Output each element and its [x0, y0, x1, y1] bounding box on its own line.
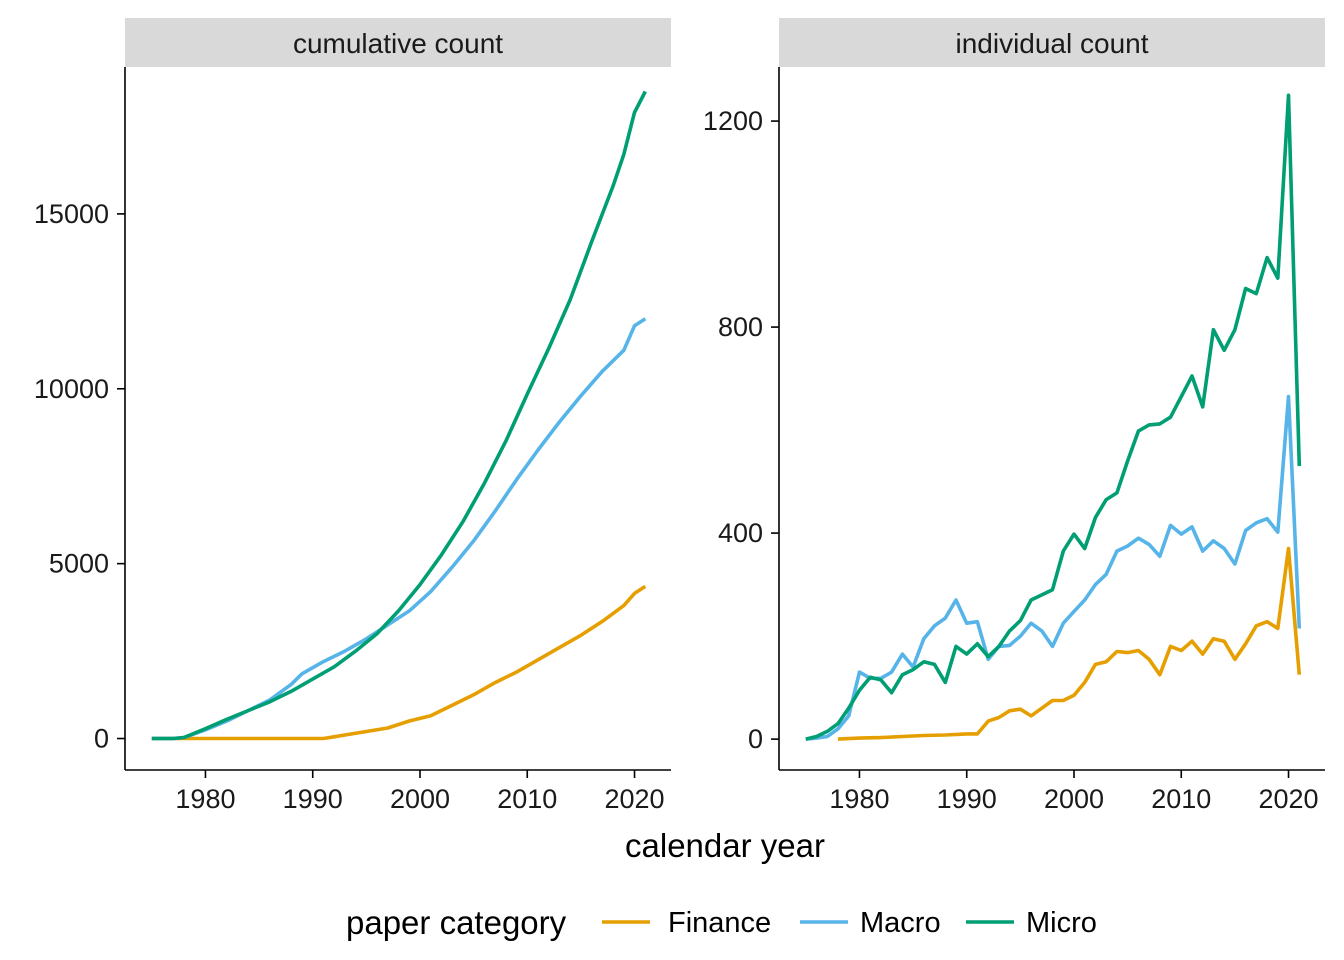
y-tick-label: 1200: [703, 106, 763, 136]
panel-ticks: 1980 1990 2000 2010 2020 0 5000 10000 15000: [34, 199, 665, 814]
x-tick-label: 1990: [283, 784, 343, 814]
series-line-finance: [837, 546, 1302, 741]
x-tick-label: 2000: [390, 784, 450, 814]
y-tick-label: 0: [748, 724, 763, 754]
series-line-micro: [151, 90, 647, 741]
x-tick-label: 1980: [175, 784, 235, 814]
y-tick-label: 5000: [49, 549, 109, 579]
legend-title: paper category: [346, 904, 567, 941]
y-tick-label: 15000: [34, 199, 109, 229]
x-tick-label: 2010: [1151, 784, 1211, 814]
y-tick-label: 10000: [34, 374, 109, 404]
series-line-macro: [151, 317, 647, 741]
x-tick-label: 2020: [604, 784, 664, 814]
series-line-micro: [805, 93, 1302, 741]
x-tick-label: 2010: [497, 784, 557, 814]
panel-series: [151, 90, 647, 741]
x-tick-label: 1980: [829, 784, 889, 814]
legend-item-finance: Finance: [602, 907, 771, 939]
y-tick-label: 0: [94, 724, 109, 754]
x-tick-label: 1990: [937, 784, 997, 814]
panel-strip-background: [125, 18, 671, 67]
panel-individual-count: individual count 1980 1990 2000 2010 2020 0 40…: [703, 18, 1325, 814]
legend-item-micro: Micro: [966, 907, 1097, 939]
panel-ticks: 1980 1990 2000 2010 2020 0 400 800 1200: [703, 106, 1319, 814]
legend-label-macro: Macro: [860, 907, 941, 939]
legend-label-finance: Finance: [668, 907, 771, 939]
x-axis-title: calendar year: [625, 827, 825, 864]
panel-strip-label: cumulative count: [293, 28, 503, 59]
x-tick-label: 2020: [1258, 784, 1318, 814]
y-tick-label: 400: [718, 518, 763, 548]
x-tick-label: 2000: [1044, 784, 1104, 814]
series-line-finance: [151, 584, 647, 741]
series-line-macro: [805, 394, 1302, 741]
panel-series: [805, 93, 1302, 741]
legend: paper category Finance Macro Micro: [346, 904, 1097, 941]
legend-label-micro: Micro: [1026, 907, 1097, 939]
legend-item-macro: Macro: [800, 907, 941, 939]
panel-strip-background: [779, 18, 1325, 67]
panel-strip-label: individual count: [955, 28, 1148, 59]
y-tick-label: 800: [718, 312, 763, 342]
panel-cumulative-count: cumulative count 1980 1990 2000 2010 2020 0 50…: [34, 18, 671, 814]
